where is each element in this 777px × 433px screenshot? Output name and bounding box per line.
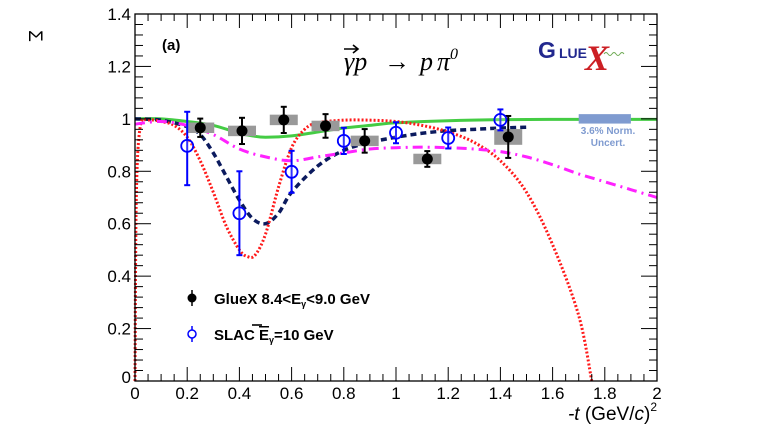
legend-label-slac-rest: =10 GeV	[274, 327, 334, 344]
marker	[493, 113, 508, 127]
marker	[441, 131, 456, 145]
marker	[278, 114, 290, 126]
marker	[320, 120, 332, 132]
slac-point	[232, 170, 247, 257]
marker	[502, 131, 514, 143]
marker	[194, 122, 206, 134]
curve-model-magenta-dashdot	[134, 119, 658, 199]
x-tick-label: 2	[652, 384, 661, 403]
gluex-point	[186, 117, 215, 138]
marker	[336, 133, 351, 148]
legend-marker-gluex	[187, 293, 197, 303]
svg-text:GlueX 8.4<Eγ<9.0 GeV: GlueX 8.4<Eγ<9.0 GeV	[214, 291, 370, 309]
y-tick-label: 1.2	[107, 57, 131, 76]
reaction-pion-charge: 0	[450, 46, 458, 63]
reaction-gamma: γ	[344, 47, 355, 76]
legend-entry-slac: SLAC Eγ=10 GeV	[187, 324, 334, 345]
y-tick-label: 0.6	[107, 215, 131, 234]
marker	[421, 153, 433, 165]
x-tick-label: 1.6	[541, 384, 565, 403]
marker	[359, 135, 371, 147]
reaction-proton: p	[352, 47, 367, 76]
x-title-sup: 2	[650, 400, 657, 414]
legend: GlueX 8.4<Eγ<9.0 GeV SLAC Eγ=10 GeV	[187, 290, 370, 345]
marker	[236, 125, 248, 137]
reaction-label: γp → p π0	[344, 44, 458, 76]
axes: 0 0.2 0.4 0.6 0.8 1 1.2 1.4 1.6 1.8 2 0 0.2 0.4 0.6 0.8…	[107, 5, 661, 403]
legend-marker-slac	[187, 329, 197, 339]
gluex-point	[494, 114, 523, 159]
x-tick-label: 0.8	[332, 384, 356, 403]
x-axis-title: -t (GeV/c)2	[568, 400, 657, 425]
legend-label-gluex: GlueX 8.4<E	[214, 291, 301, 308]
y-tick-label: 0.2	[107, 320, 131, 339]
slac-point	[389, 121, 403, 145]
polarization-arrow-icon	[344, 44, 360, 54]
gluex-point	[413, 150, 442, 168]
gluex-point	[269, 105, 298, 135]
x-tick-label: 1.2	[436, 384, 460, 403]
norm-band-rect	[578, 114, 631, 124]
y-tick-label: 1	[122, 110, 131, 129]
legend-sub-slac: γ	[269, 335, 274, 345]
marker	[180, 138, 195, 153]
reaction-final-proton: p	[418, 47, 433, 76]
y-tick-label: 0	[122, 368, 131, 387]
slac-point	[441, 126, 456, 150]
legend-label-slac: SLAC	[214, 327, 259, 344]
y-tick-label: 1.4	[107, 5, 131, 24]
logo-g: G	[538, 37, 556, 63]
svg-text:γp: γp	[344, 47, 367, 76]
y-axis-title: Σ	[24, 30, 45, 42]
svg-text:SLAC Eγ=10 GeV: SLAC Eγ=10 GeV	[214, 327, 334, 345]
data-points	[180, 105, 523, 257]
legend-label-gluex-rest: <9.0 GeV	[306, 291, 370, 308]
slac-point	[180, 110, 195, 187]
norm-label-line2: Uncert.	[591, 138, 626, 149]
logo-wave-icon	[603, 52, 625, 56]
legend-entry-gluex: GlueX 8.4<Eγ<9.0 GeV	[187, 290, 370, 309]
slac-point	[493, 108, 508, 132]
slac-point	[336, 126, 351, 155]
x-tick-label: 0.2	[175, 384, 199, 403]
gluex-point	[350, 128, 379, 154]
svg-text:pπ0: p π0	[418, 46, 458, 76]
x-tick-label: 0.4	[228, 384, 252, 403]
annotations: (a) γp → p π0 G LUE X 3.6% Norm. Uncert.	[24, 30, 657, 425]
y-tick-label: 0.8	[107, 162, 131, 181]
x-title-close: )	[644, 404, 650, 425]
reaction-pion: π	[437, 47, 451, 76]
gluex-point	[228, 116, 257, 146]
reaction-arrow: →	[384, 47, 410, 76]
legend-sub-gluex: γ	[301, 299, 306, 309]
x-title-open: (GeV/	[580, 404, 636, 425]
x-tick-label: 1.4	[489, 384, 513, 403]
x-tick-label: 0.6	[280, 384, 304, 403]
legend-label-slac-ebar: E	[259, 327, 269, 344]
y-tick-label: 0.4	[107, 267, 131, 286]
x-tick-label: 1	[391, 384, 400, 403]
x-title-c: c	[634, 404, 644, 425]
gluex-logo: G LUE X	[538, 37, 625, 78]
marker	[232, 206, 247, 221]
logo-x: X	[584, 38, 610, 78]
marker	[284, 164, 299, 179]
normalization-band: 3.6% Norm. Uncert.	[578, 114, 636, 149]
curve-model-navy-dashed	[134, 117, 527, 226]
slac-point	[284, 149, 299, 194]
marker	[389, 125, 403, 140]
x-tick-label: 0	[130, 384, 139, 403]
curve-model-red-dotted	[133, 117, 594, 382]
panel-label: (a)	[162, 37, 180, 54]
x-title-t: -t	[568, 404, 580, 425]
gluex-point	[311, 113, 340, 139]
norm-label-line1: 3.6% Norm.	[581, 126, 636, 137]
logo-lue: LUE	[559, 45, 587, 61]
x-tick-label: 1.8	[593, 384, 617, 403]
